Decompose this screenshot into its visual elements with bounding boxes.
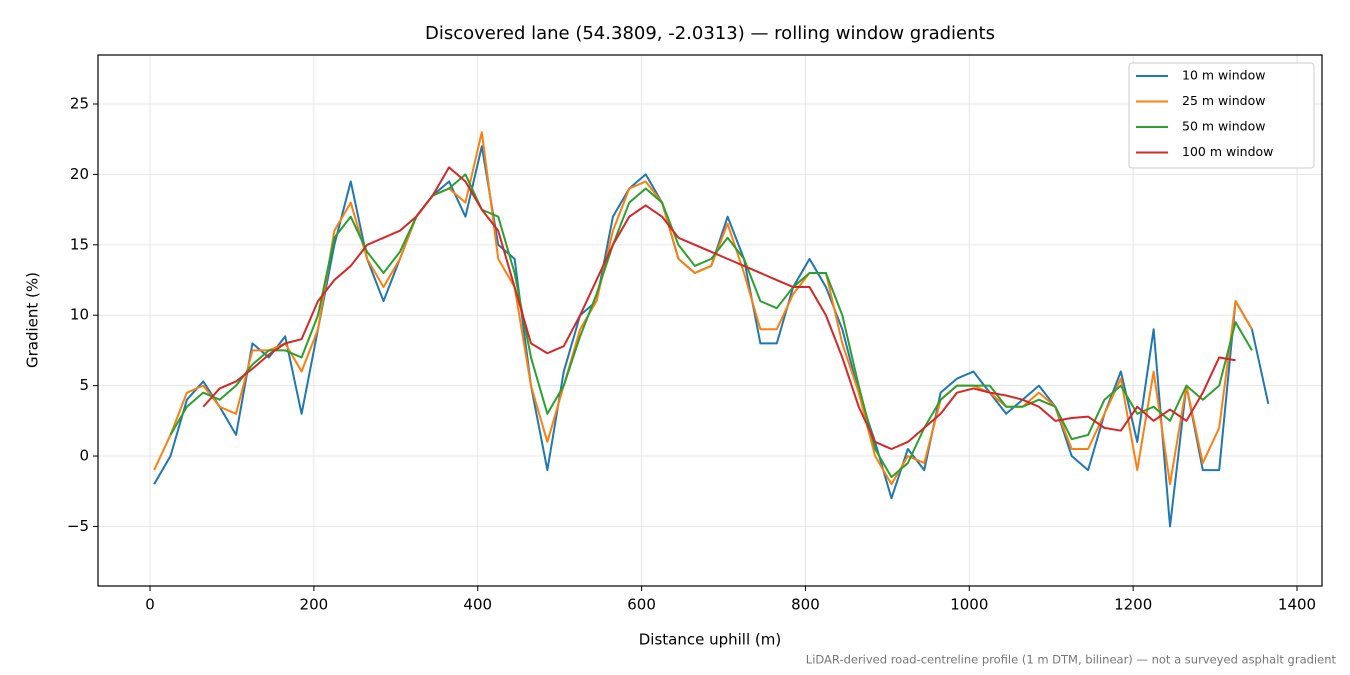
y-tick-label: 15 xyxy=(70,235,89,253)
series-line xyxy=(169,173,1253,479)
chart-title: Discovered lane (54.3809, -2.0313) — rol… xyxy=(425,23,995,44)
x-tick-label: 0 xyxy=(145,596,155,614)
x-tick-label: 800 xyxy=(791,596,820,614)
x-tick-label: 1200 xyxy=(1114,596,1152,614)
x-tick-label: 1400 xyxy=(1278,596,1316,614)
y-tick-label: 0 xyxy=(79,447,89,465)
legend-label: 25 m window xyxy=(1182,93,1265,108)
y-tick-label: 25 xyxy=(70,95,89,113)
plot-area xyxy=(153,131,1270,528)
legend-label: 50 m window xyxy=(1182,119,1265,134)
series-line xyxy=(202,166,1236,450)
x-tick-label: 400 xyxy=(463,596,492,614)
y-tick-label: −5 xyxy=(67,517,89,535)
x-tick-label: 1000 xyxy=(950,596,988,614)
x-axis-label: Distance uphill (m) xyxy=(639,631,781,649)
plot-frame xyxy=(97,54,1323,587)
y-axis-label: Gradient (%) xyxy=(24,272,42,368)
footnote: LiDAR-derived road-centreline profile (1… xyxy=(806,653,1337,667)
legend-box xyxy=(1128,62,1315,169)
x-tick-label: 200 xyxy=(300,596,329,614)
y-tick-label: 5 xyxy=(79,376,89,394)
legend-label: 10 m window xyxy=(1182,68,1265,83)
legend-label: 100 m window xyxy=(1182,144,1273,159)
y-tick-label: 20 xyxy=(70,165,89,183)
x-tick-label: 600 xyxy=(627,596,656,614)
y-tick-label: 10 xyxy=(70,306,89,324)
series-line xyxy=(153,131,1253,486)
